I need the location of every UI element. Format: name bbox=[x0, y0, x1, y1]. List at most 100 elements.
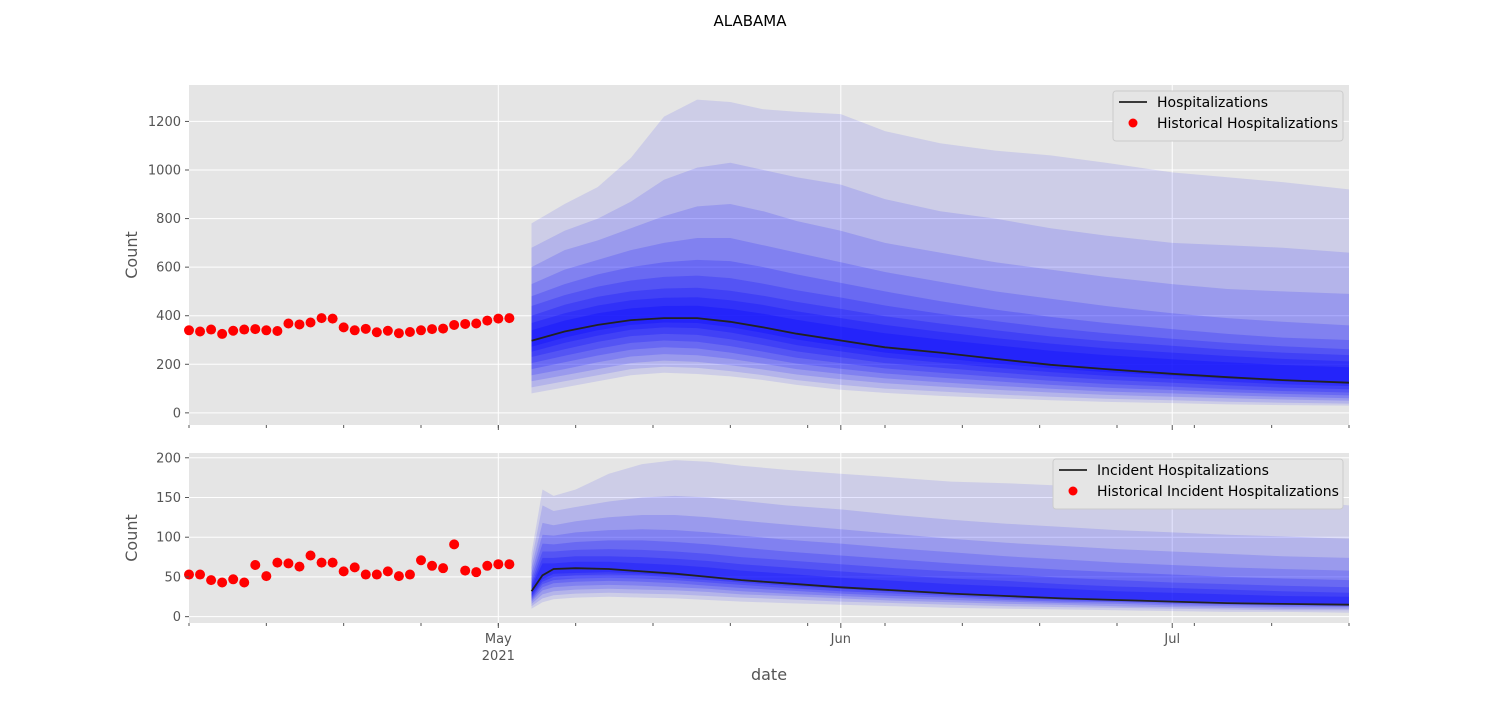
data-point bbox=[305, 317, 316, 328]
quantile-band bbox=[531, 549, 1349, 606]
legend-label: Historical Incident Hospitalizations bbox=[1097, 484, 1339, 500]
data-point bbox=[360, 569, 371, 580]
data-point bbox=[316, 313, 327, 324]
legend-marker-swatch bbox=[1068, 486, 1078, 496]
data-point bbox=[504, 559, 515, 570]
series-line bbox=[530, 567, 1349, 606]
data-point bbox=[272, 557, 283, 568]
data-point bbox=[261, 325, 272, 336]
incident-hospitalizations-panel: 0 50 100 150 200 May 2021 Jun Jul Count Incident H… bbox=[122, 451, 1350, 664]
quantile-band bbox=[531, 529, 1349, 608]
uncertainty-bands bbox=[531, 99, 1349, 406]
quantile-band bbox=[531, 305, 1349, 384]
data-point bbox=[228, 325, 239, 336]
data-point bbox=[261, 571, 272, 582]
data-point bbox=[416, 555, 426, 566]
quantile-band bbox=[531, 515, 1349, 609]
quantile-band bbox=[531, 238, 1349, 399]
y-axis-label: Count bbox=[122, 514, 141, 562]
quantile-band bbox=[531, 287, 1349, 390]
y-tick-label: 150 bbox=[156, 491, 181, 506]
data-point bbox=[427, 324, 438, 335]
figure-title: ALABAMA bbox=[714, 12, 788, 30]
y-tick-label: 0 bbox=[173, 406, 181, 421]
data-point bbox=[349, 562, 360, 573]
quantile-band bbox=[531, 297, 1349, 387]
data-point bbox=[371, 569, 382, 580]
series-line bbox=[531, 317, 1349, 384]
quantile-band bbox=[531, 561, 1349, 604]
data-point bbox=[327, 557, 338, 568]
data-point bbox=[382, 566, 393, 577]
x-tick-sublabel: 2021 bbox=[482, 649, 515, 664]
quantile-band bbox=[531, 162, 1349, 404]
data-point bbox=[360, 323, 371, 334]
data-point bbox=[239, 577, 250, 588]
legend-label: Historical Hospitalizations bbox=[1157, 116, 1338, 132]
data-point bbox=[449, 539, 460, 550]
data-point bbox=[294, 319, 305, 330]
data-point bbox=[460, 565, 471, 576]
hospitalizations-panel: 0 200 400 600 800 1000 1200 Count Hospitalizatio… bbox=[122, 85, 1350, 430]
y-tick-label: 1200 bbox=[148, 115, 181, 130]
data-point bbox=[482, 560, 493, 571]
data-point bbox=[471, 318, 482, 329]
data-point bbox=[206, 575, 217, 586]
data-point bbox=[217, 577, 228, 588]
legend: Incident Hospitalizations Historical Inci… bbox=[1052, 458, 1344, 510]
data-point bbox=[471, 567, 482, 578]
data-point bbox=[305, 550, 316, 561]
y-tick-label: 0 bbox=[173, 610, 181, 625]
data-point bbox=[250, 560, 261, 571]
x-tick-label: Jun bbox=[830, 632, 851, 647]
data-point bbox=[283, 318, 294, 329]
data-point bbox=[327, 313, 338, 324]
quantile-band bbox=[531, 259, 1349, 396]
quantile-band bbox=[531, 204, 1349, 401]
data-point bbox=[416, 325, 426, 336]
plot-area bbox=[189, 85, 1349, 425]
legend-label: Incident Hospitalizations bbox=[1097, 463, 1269, 479]
data-point bbox=[427, 560, 438, 571]
data-point bbox=[217, 328, 228, 339]
uncertainty-bands bbox=[531, 460, 1349, 613]
data-point bbox=[371, 327, 382, 338]
data-point bbox=[382, 325, 393, 336]
data-point bbox=[404, 569, 415, 580]
data-point bbox=[184, 569, 194, 580]
data-point bbox=[349, 325, 360, 336]
y-tick-label: 100 bbox=[156, 531, 181, 546]
legend: Hospitalizations Historical Hospitalizati… bbox=[1112, 90, 1344, 142]
quantile-band bbox=[531, 540, 1349, 607]
data-point bbox=[195, 326, 206, 337]
data-point bbox=[228, 574, 239, 585]
data-point bbox=[195, 569, 206, 580]
legend-box bbox=[1112, 90, 1344, 142]
data-point bbox=[404, 326, 415, 337]
data-point bbox=[438, 563, 449, 574]
y-tick-label: 50 bbox=[164, 570, 181, 585]
data-point bbox=[338, 322, 349, 333]
y-tick-label: 1000 bbox=[148, 164, 181, 179]
y-tick-label: 600 bbox=[156, 261, 181, 276]
legend-marker-swatch bbox=[1128, 118, 1138, 128]
data-point bbox=[184, 325, 194, 336]
data-point bbox=[250, 324, 261, 335]
quantile-band bbox=[531, 495, 1349, 611]
quantile-band bbox=[531, 556, 1349, 605]
y-tick-label: 200 bbox=[156, 358, 181, 373]
data-point bbox=[206, 324, 217, 335]
y-tick-label: 400 bbox=[156, 309, 181, 324]
data-point bbox=[504, 313, 515, 324]
data-point bbox=[460, 318, 471, 329]
data-point bbox=[272, 326, 283, 337]
data-point bbox=[482, 315, 493, 326]
data-point bbox=[338, 566, 349, 577]
x-tick-label: Jul bbox=[1163, 632, 1180, 647]
data-point bbox=[438, 323, 449, 334]
data-point bbox=[239, 324, 250, 335]
quantile-band bbox=[531, 275, 1349, 393]
data-point bbox=[493, 313, 504, 324]
data-point bbox=[393, 571, 404, 582]
